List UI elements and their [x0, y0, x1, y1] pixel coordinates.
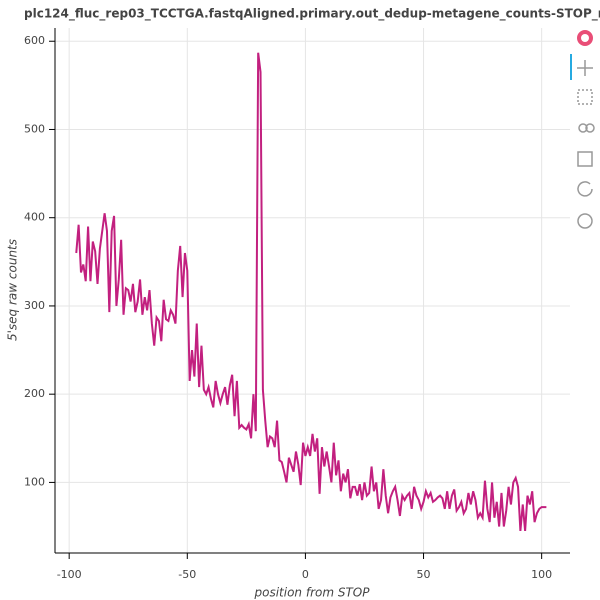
toolbar [570, 30, 595, 229]
box-zoom-tool[interactable] [577, 89, 593, 105]
y-tick-label: 100 [24, 475, 45, 488]
bokeh-logo-center [581, 34, 589, 42]
save-tool[interactable] [577, 151, 593, 167]
y-tick-label: 200 [24, 387, 45, 400]
y-tick-label: 300 [24, 299, 45, 312]
y-axis-label: 5'seq raw counts [6, 239, 20, 341]
x-tick-label: -100 [57, 568, 82, 581]
x-tick-label: 50 [417, 568, 431, 581]
data-line [75, 52, 547, 532]
y-tick-label: 600 [24, 34, 45, 47]
y-tick-label: 500 [24, 122, 45, 135]
x-tick-label: -50 [178, 568, 196, 581]
pan-tool[interactable] [577, 60, 593, 76]
x-tick-label: 0 [302, 568, 309, 581]
reset-tool[interactable] [577, 181, 593, 197]
wheel-zoom-tool[interactable] [578, 123, 588, 133]
x-tick-label: 100 [531, 568, 552, 581]
help-tool[interactable] [577, 213, 593, 229]
x-axis-label: position from STOP [254, 586, 371, 600]
chart-title: plc124_fluc_rep03_TCCTGA.fastqAligned.pr… [24, 7, 600, 22]
y-tick-label: 400 [24, 211, 45, 224]
wheel-zoom-tool-2 [585, 123, 595, 133]
